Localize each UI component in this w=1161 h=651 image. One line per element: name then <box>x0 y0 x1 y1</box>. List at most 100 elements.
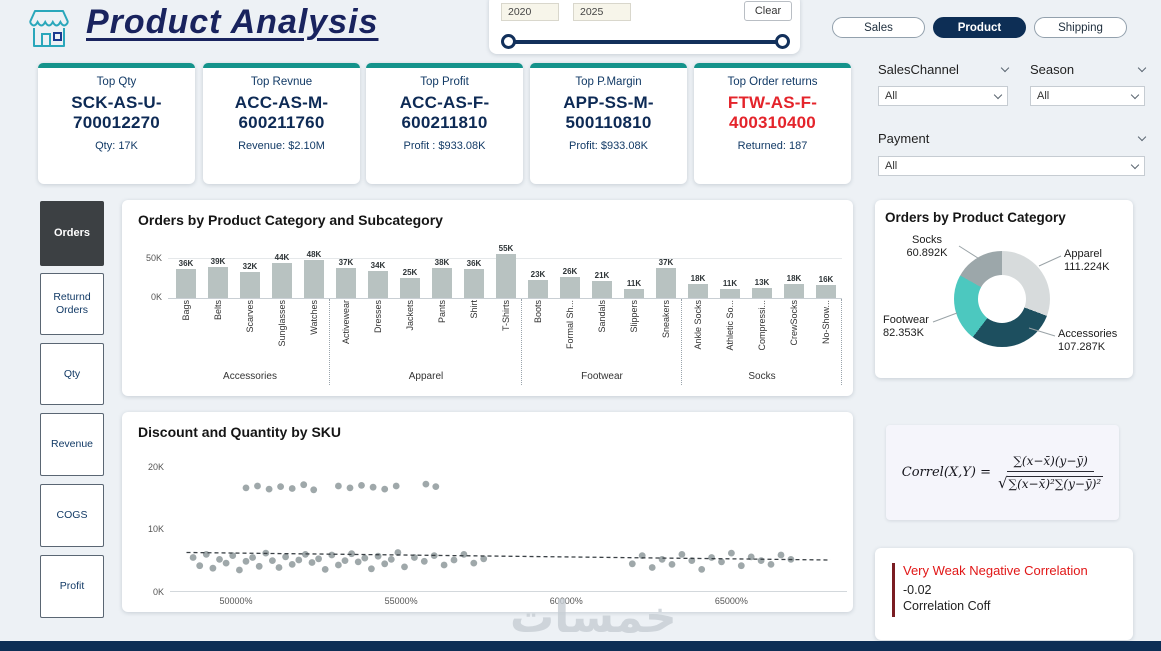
bar-rect[interactable] <box>336 268 356 298</box>
bar-rect[interactable] <box>624 289 644 298</box>
slice-label: Apparel <box>1064 248 1102 260</box>
bar-value-label: 32K <box>242 262 258 271</box>
x-axis-tick-label: 60000% <box>549 596 583 606</box>
bar-column[interactable]: 18K Ankle Socks <box>682 244 714 368</box>
slice-label: Accessories <box>1058 328 1118 340</box>
bar-rect[interactable] <box>400 278 420 298</box>
filter-season-header[interactable]: Season <box>1030 61 1147 77</box>
bar-column[interactable]: 34K Dresses <box>362 244 394 368</box>
bar-value-label: 25K <box>402 268 418 277</box>
scatter-plot-svg[interactable] <box>170 454 847 592</box>
bar-column[interactable]: 11K Slippers <box>618 244 650 368</box>
chevron-down-icon <box>993 90 1003 99</box>
bar-rect[interactable] <box>528 280 548 298</box>
bar-value-label: 18K <box>786 274 802 283</box>
y-axis-tick-label: 0K <box>152 587 164 597</box>
kpi-row: Top Qty SCK-AS-U- 700012270 Qty: 17K Top Rev… <box>0 63 1161 184</box>
clear-button[interactable]: Clear <box>744 1 792 21</box>
bar-column[interactable]: 16K No-Show... <box>810 244 842 368</box>
bar-rect[interactable] <box>464 269 484 298</box>
sidebar-item-orders[interactable]: Orders <box>40 201 104 266</box>
bar-rect[interactable] <box>240 272 260 298</box>
year-to-input[interactable]: 2025 <box>573 3 631 21</box>
x-axis-tick-label: 65000% <box>714 596 748 606</box>
kpi-accent-strip <box>530 63 687 68</box>
bar-rect[interactable] <box>816 285 836 298</box>
chevron-down-icon <box>1130 90 1140 99</box>
slice-label: Socks <box>912 234 942 246</box>
bar-column[interactable]: 13K Compressi... <box>746 244 778 368</box>
bar-sublabel-text: Shirt <box>469 300 479 319</box>
sidebar-item-profit[interactable]: Profit <box>40 555 104 618</box>
filter-payment-header[interactable]: Payment <box>878 130 1147 146</box>
filter-season-select[interactable]: All <box>1030 86 1145 106</box>
filter-saleschannel-header[interactable]: SalesChannel <box>878 61 1010 77</box>
bar-rect[interactable] <box>656 268 676 298</box>
nav-sales-button[interactable]: Sales <box>832 17 925 38</box>
bar-chart-title: Orders by Product Category and Subcatego… <box>138 212 443 228</box>
kpi-value: APP-SS-M- 500110810 <box>530 93 687 133</box>
bar-sublabel-text: Sneakers <box>661 300 671 339</box>
kpi-title: Top Qty <box>96 76 137 88</box>
bar-column[interactable]: 26K Formal Sh... <box>554 244 586 368</box>
bar-sublabel-text: Pants <box>437 300 447 324</box>
bar-sublabel-text: Formal Sh... <box>565 300 575 350</box>
bar-sublabel-text: No-Show... <box>821 300 831 345</box>
bar-column[interactable]: 48K Watches <box>298 244 330 368</box>
bar-column[interactable]: 36K Bags <box>170 244 202 368</box>
kpi-value-line2: 700012270 <box>73 113 160 132</box>
bar-column[interactable]: 25K Jackets <box>394 244 426 368</box>
bar-group-label: Apparel <box>408 371 444 382</box>
correlation-formula-card: Correl(X,Y) = ∑(x−x̄)(y−ȳ) √ ∑(x−x̄)²∑(y… <box>886 425 1119 520</box>
bar-column[interactable]: 55K T-Shirts <box>490 244 522 368</box>
sidebar-item-qty[interactable]: Qty <box>40 343 104 405</box>
page-title: Product Analysis <box>86 3 379 41</box>
filter-saleschannel-select[interactable]: All <box>878 86 1008 106</box>
bar-chart-group: 18K Ankle Socks 11K Athletic So... 13K Compre… <box>682 244 842 385</box>
bar-chart-groups: 36K Bags 39K Belts 32K Scarves 44K Sunglasses 48… <box>170 244 842 385</box>
donut-label-socks: Socks 60.892K <box>895 234 959 259</box>
bar-chart-plot-area[interactable]: 36K Bags 39K Belts 32K Scarves 44K Sunglasses 48… <box>168 244 846 386</box>
bar-rect[interactable] <box>592 281 612 298</box>
bar-column[interactable]: 21K Sandals <box>586 244 618 368</box>
filter-payment-select[interactable]: All <box>878 156 1145 176</box>
bar-column[interactable]: 39K Belts <box>202 244 234 368</box>
bar-column[interactable]: 37K Activewear <box>330 244 362 368</box>
bar-rect[interactable] <box>784 284 804 298</box>
bar-rect[interactable] <box>720 289 740 298</box>
bar-rect[interactable] <box>208 267 228 298</box>
bar-column[interactable]: 38K Pants <box>426 244 458 368</box>
bar-column[interactable]: 23K Boots <box>522 244 554 368</box>
year-from-input[interactable]: 2020 <box>501 3 559 21</box>
slider-handle-right[interactable] <box>775 34 790 49</box>
bar-column[interactable]: 44K Sunglasses <box>266 244 298 368</box>
bar-value-label: 55K <box>498 244 514 253</box>
slider-handle-left[interactable] <box>501 34 516 49</box>
bar-column[interactable]: 18K CrewSocks <box>778 244 810 368</box>
bar-rect[interactable] <box>752 288 772 298</box>
bar-column[interactable]: 37K Sneakers <box>650 244 682 368</box>
nav-product-button[interactable]: Product <box>933 17 1026 38</box>
sidebar: Orders Returnd Orders Qty Revenue COGS Profit <box>40 0 104 651</box>
kpi-title: Top Order returns <box>727 76 818 88</box>
bar-sublabel-text: Athletic So... <box>725 300 735 351</box>
donut-chart-card: Orders by Product Category Socks 60.892K… <box>875 200 1133 378</box>
bar-column[interactable]: 32K Scarves <box>234 244 266 368</box>
nav-shipping-button[interactable]: Shipping <box>1034 17 1127 38</box>
bar-rect[interactable] <box>368 271 388 298</box>
bar-rect[interactable] <box>272 263 292 298</box>
bar-rect[interactable] <box>176 269 196 298</box>
sidebar-item-cogs[interactable]: COGS <box>40 484 104 547</box>
bar-rect[interactable] <box>688 284 708 298</box>
sidebar-item-returnd-orders[interactable]: Returnd Orders <box>40 273 104 335</box>
sidebar-item-revenue[interactable]: Revenue <box>40 413 104 476</box>
y-axis-tick-label: 10K <box>147 524 164 535</box>
bar-rect[interactable] <box>560 277 580 298</box>
bar-rect[interactable] <box>304 260 324 298</box>
kpi-value-line1: ACC-AS-F- <box>399 93 490 112</box>
kpi-card-2: Top Revnue ACC-AS-M- 600211760 Revenue: $2.… <box>203 63 360 184</box>
bar-column[interactable]: 36K Shirt <box>458 244 490 368</box>
bar-rect[interactable] <box>432 268 452 298</box>
bar-column[interactable]: 11K Athletic So... <box>714 244 746 368</box>
bar-rect[interactable] <box>496 254 516 298</box>
